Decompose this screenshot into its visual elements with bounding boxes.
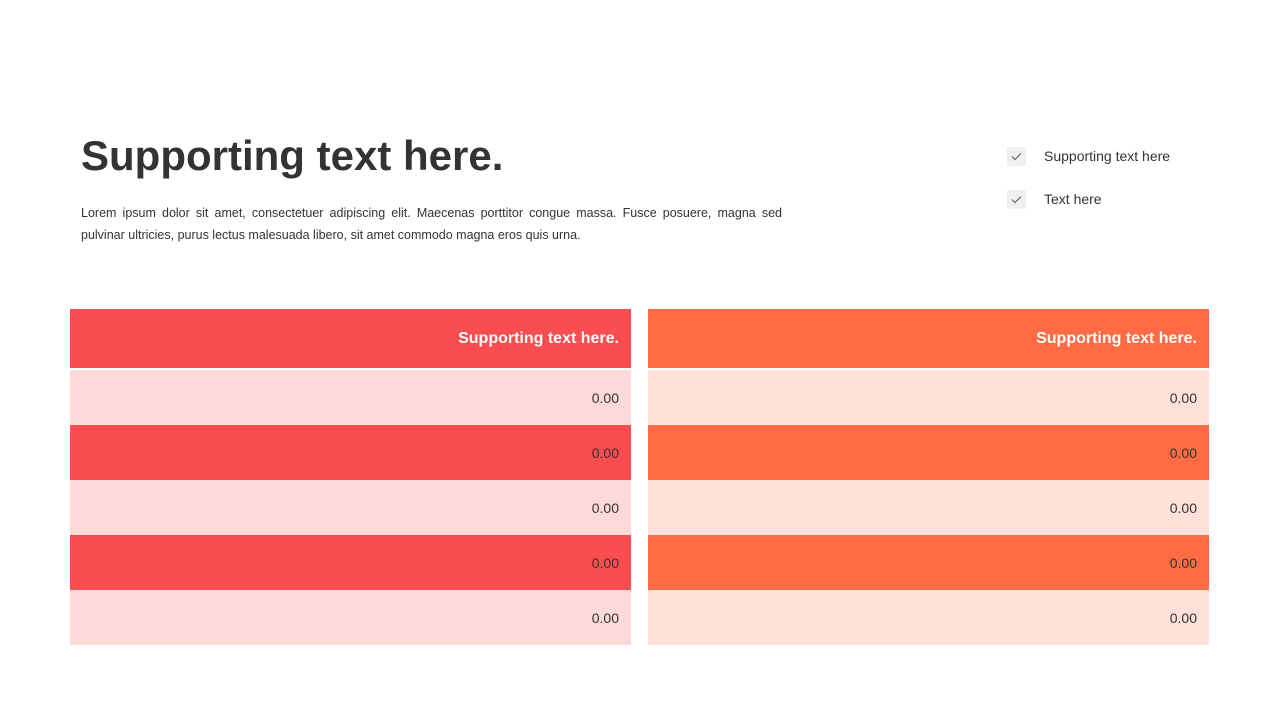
checklist-item: Text here bbox=[1007, 188, 1170, 210]
table-header: Supporting text here. bbox=[70, 309, 631, 368]
table-row: 0.00 bbox=[648, 535, 1209, 590]
table-row: 0.00 bbox=[648, 590, 1209, 645]
check-icon bbox=[1007, 189, 1026, 209]
table-right: Supporting text here. 0.00 0.00 0.00 0.00 0.0… bbox=[648, 309, 1209, 645]
table-row: 0.00 bbox=[648, 480, 1209, 535]
table-row: 0.00 bbox=[70, 535, 631, 590]
table-row: 0.00 bbox=[648, 370, 1209, 425]
table-row: 0.00 bbox=[648, 425, 1209, 480]
table-row: 0.00 bbox=[70, 425, 631, 480]
checklist: Supporting text here Text here bbox=[1007, 145, 1170, 231]
checklist-item: Supporting text here bbox=[1007, 145, 1170, 167]
page-title: Supporting text here. bbox=[81, 132, 504, 179]
table-header: Supporting text here. bbox=[648, 309, 1209, 368]
body-text: Lorem ipsum dolor sit amet, consectetuer… bbox=[81, 206, 782, 242]
table-row: 0.00 bbox=[70, 480, 631, 535]
table-left: Supporting text here. 0.00 0.00 0.00 0.00 0.0… bbox=[70, 309, 631, 645]
table-row: 0.00 bbox=[70, 370, 631, 425]
checklist-label: Supporting text here bbox=[1044, 148, 1171, 164]
check-icon bbox=[1007, 146, 1026, 166]
checklist-label: Text here bbox=[1044, 191, 1102, 207]
table-row: 0.00 bbox=[70, 590, 631, 645]
